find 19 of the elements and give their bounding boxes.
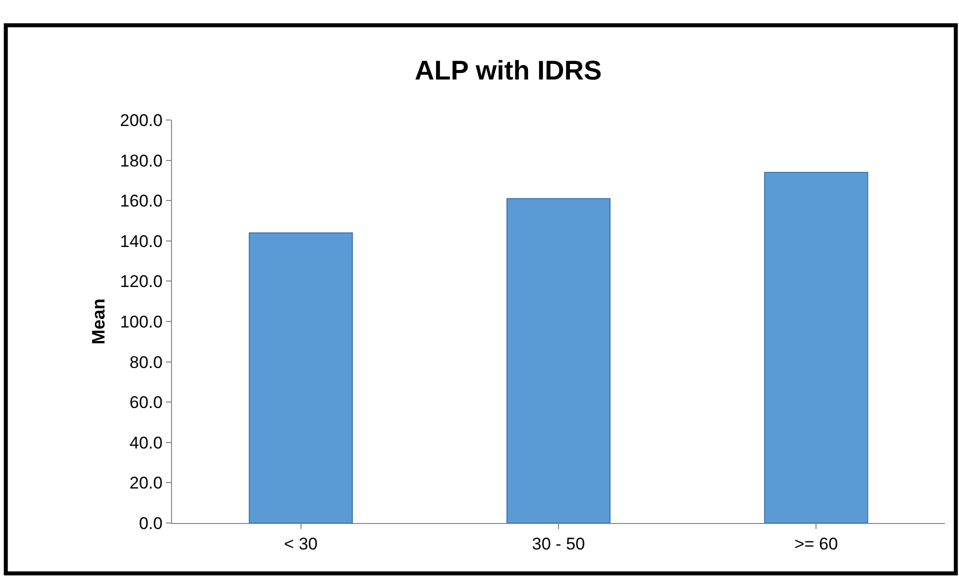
bar <box>248 232 353 523</box>
y-tick-label: 40.0 <box>130 433 163 452</box>
bar <box>506 198 611 523</box>
y-tick-label: 80.0 <box>130 352 163 372</box>
y-tick-label: 200.0 <box>120 110 163 130</box>
y-tick-label: 180.0 <box>120 151 163 170</box>
x-tick-label: < 30 <box>284 534 318 554</box>
chart-title: ALP with IDRS <box>414 56 602 86</box>
bar <box>764 172 868 523</box>
y-tick-label: 160.0 <box>120 192 163 211</box>
x-tick-label: 30 - 50 <box>532 534 585 554</box>
y-tick-label: 0.0 <box>138 514 163 533</box>
y-tick-label: 120.0 <box>120 272 163 292</box>
x-tick-label: >= 60 <box>794 534 838 554</box>
y-tick-label: 100.0 <box>120 312 163 332</box>
y-tick-label: 140.0 <box>120 232 163 251</box>
y-axis-title: Mean <box>88 298 108 345</box>
y-tick-label: 60.0 <box>130 393 163 412</box>
y-tick-label: 20.0 <box>130 474 163 493</box>
